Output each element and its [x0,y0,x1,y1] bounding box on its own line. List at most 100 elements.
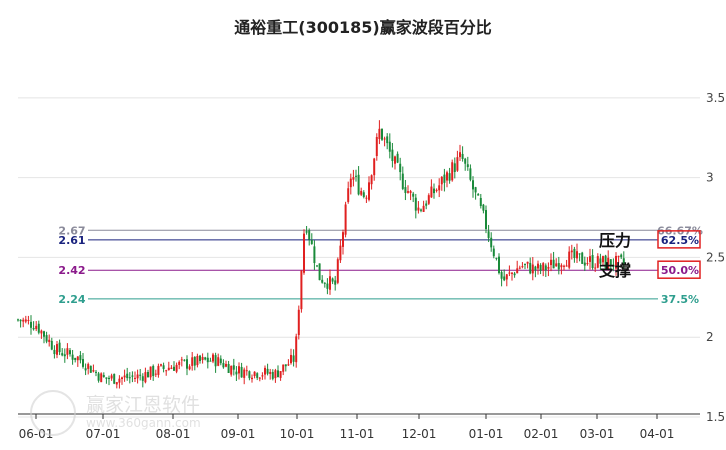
candle-body [170,367,173,369]
x-tick-label: 03-01 [580,427,615,441]
candle-body [214,355,217,367]
candle-body [113,373,116,384]
candle-body [300,270,303,310]
candle-body [141,376,144,381]
level-box [657,260,701,279]
candle-body [66,348,69,355]
candle-body [404,187,407,193]
candle-body [321,279,324,283]
candle-body [568,251,571,268]
candle-body [490,237,493,248]
candle-body [178,361,181,365]
candle-body [17,319,19,321]
candle-body [50,340,53,350]
candle-body [329,276,331,290]
candle-body [474,187,477,193]
candle-body [27,319,30,321]
candle-body [537,263,539,269]
candle-body [560,265,563,268]
candle-body [391,149,394,162]
candle-body [274,370,277,379]
candle-body [362,192,365,197]
candle-body [573,248,576,259]
candle-body [162,365,165,369]
candle-body [271,371,274,379]
candle-body [511,272,513,274]
candle-body [196,355,199,366]
candle-body [407,191,409,193]
x-tick-label: 09-01 [221,427,256,441]
candle-body [378,128,381,140]
candle-body [79,355,82,361]
level-left-label: 2.42 [58,264,85,277]
candle-body [121,377,123,380]
candle-body [357,174,360,195]
candle-body [414,197,417,211]
candle-body [412,193,415,197]
candle-body [539,264,542,271]
candle-body [534,266,537,270]
candle-body [531,264,534,274]
candle-body [245,370,248,372]
candle-body [97,373,100,381]
candle-body [118,378,121,383]
candle-body [529,262,532,274]
watermark-text: 赢家江恩软件 [86,394,201,416]
candle-body [516,268,519,274]
candle-body [347,188,350,202]
candle-body [440,176,443,185]
candle-body [139,374,142,376]
candle-body [287,364,290,366]
candle-body [22,319,25,322]
candle-body [277,370,279,378]
candle-body [456,157,459,171]
candle-body [555,263,558,267]
candle-body [381,128,383,140]
candle-body [258,377,261,379]
candle-body [290,354,292,364]
candle-body [550,259,552,266]
candle-body [225,363,227,367]
candle-body [115,382,118,385]
candle-body [269,371,272,374]
candle-body [303,233,305,273]
candle-body [149,366,152,378]
candle-body [349,178,352,188]
candle-body [136,374,139,379]
candle-body [466,164,469,168]
candle-body [217,357,220,366]
candle-body [238,366,240,374]
candle-body [199,355,201,361]
candle-body [76,356,79,361]
candle-body [563,265,565,267]
candle-body [453,163,456,172]
candle-body [69,350,71,355]
candle-body [219,358,222,364]
candle-body [102,375,105,378]
candle-body [495,257,498,259]
candle-body [607,257,610,270]
candle-body [92,370,95,372]
candle-body [430,186,433,198]
candle-body [209,360,212,362]
candle-body [591,255,594,269]
candle-body [570,250,573,253]
level-left-label: 2.67 [58,224,85,237]
candle-body [394,156,396,164]
candle-body [131,375,134,377]
x-tick-label: 08-01 [156,427,191,441]
candle-body [230,365,233,375]
candle-body [84,368,87,371]
candle-body [331,278,334,282]
candle-body [256,373,259,378]
candle-body [32,328,35,330]
candle-body [399,163,402,173]
candle-body [251,377,253,380]
candle-body [266,368,269,374]
candle-body [409,191,412,193]
x-tick-label: 01-01 [469,427,504,441]
candle-body [61,353,64,356]
candle-body [477,194,480,196]
candle-body [492,248,495,257]
candle-body [578,253,581,255]
